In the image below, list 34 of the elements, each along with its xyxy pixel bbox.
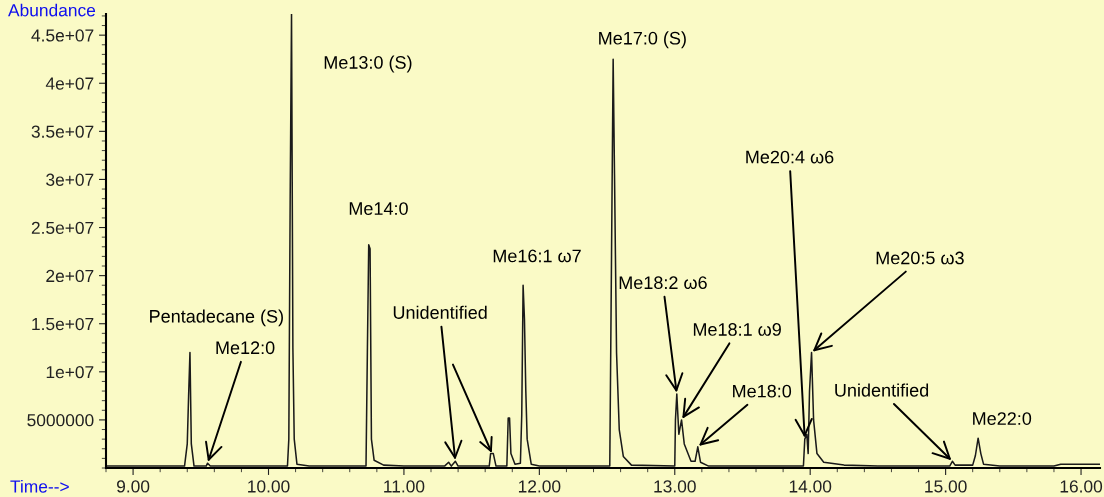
x-tick-label: 12.00 <box>518 480 561 493</box>
y-tick-label: 2.5e+07 <box>31 221 94 234</box>
annotation: Me20:5 ω3 <box>876 251 964 265</box>
annotation: Me16:1 ω7 <box>493 249 581 263</box>
annotation: Me17:0 (S) <box>599 31 686 49</box>
annotation: Me22:0 <box>973 412 1032 425</box>
annotation: Me20:4 ω6 <box>746 150 834 164</box>
annotation: Pentadecane (S) <box>150 309 283 327</box>
annotation: Unidentified <box>393 305 487 319</box>
line-series <box>106 14 1100 467</box>
y-axis-title: Abundance <box>8 3 96 17</box>
y-tick-label: 1e+07 <box>46 365 94 379</box>
annotation: Me14:0 <box>349 202 408 215</box>
annotation: Me18:1 ω9 <box>693 323 781 336</box>
annotation: Me12:0 <box>216 341 275 355</box>
y-tick-label: 3e+07 <box>46 173 94 186</box>
x-tick-label: 14.00 <box>789 480 832 493</box>
y-tick-label: 3.5e+07 <box>31 125 94 138</box>
y-tick-label: 5000000 <box>27 414 94 427</box>
x-axis-title: Time--> <box>10 479 69 493</box>
annotation: Unidentified <box>835 383 929 397</box>
x-tick-label: 15.00 <box>925 480 967 493</box>
x-tick-label: 11.00 <box>384 480 425 493</box>
annotation: Me18:2 ω6 <box>619 276 707 290</box>
x-tick-label: 13.00 <box>654 480 696 493</box>
y-tick-label: 1.5e+07 <box>32 317 94 331</box>
y-tick-label: 2e+07 <box>46 269 94 283</box>
x-tick-label: 10.00 <box>248 480 290 493</box>
annotation: Me13:0 (S) <box>324 55 412 73</box>
annotation: Me18:0 <box>733 384 792 398</box>
x-tick-label: 9.00 <box>117 480 150 493</box>
x-tick-label: 16.00 <box>1060 480 1103 493</box>
y-tick-label: 4e+07 <box>45 77 94 90</box>
y-tick-label: 4.5e+07 <box>31 29 94 42</box>
